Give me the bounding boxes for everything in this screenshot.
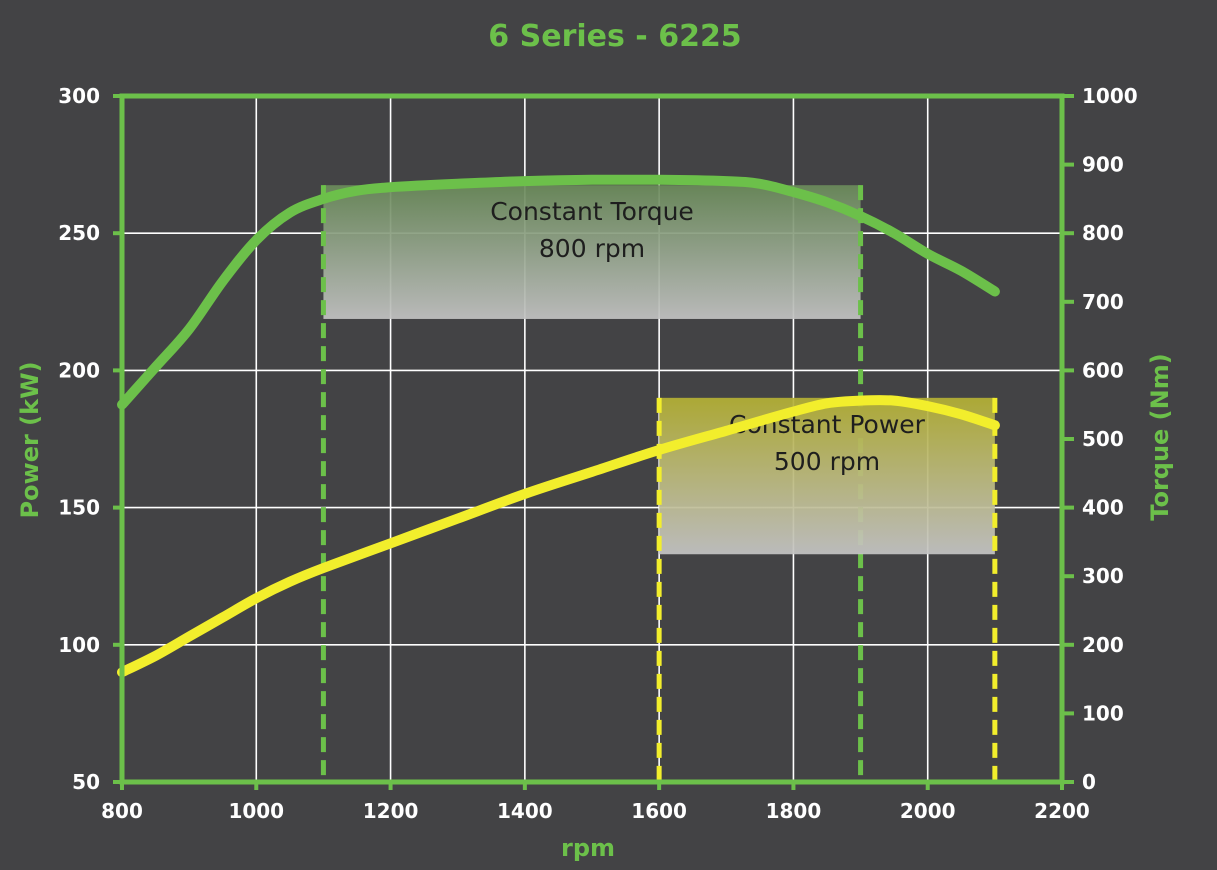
torque-line	[117, 174, 1000, 410]
left-tick-label: 50	[72, 770, 100, 794]
right-tick-label: 800	[1082, 221, 1124, 245]
right-tick-label: 200	[1082, 633, 1124, 657]
right-tick-label: 1000	[1082, 84, 1138, 108]
x-tick-label: 800	[101, 799, 143, 823]
x-tick-label: 1800	[766, 799, 822, 823]
right-tick-label: 0	[1082, 770, 1096, 794]
left-tick-label: 250	[58, 221, 100, 245]
y-axis-label-left: Power (kW)	[16, 361, 44, 518]
x-axis-label: rpm	[561, 834, 615, 862]
x-tick-label: 2000	[900, 799, 956, 823]
right-tick-label: 500	[1082, 427, 1124, 451]
chart-title: 6 Series - 6225	[488, 19, 741, 54]
right-tick-label: 300	[1082, 564, 1124, 588]
band-shade	[659, 397, 995, 555]
x-tick-label: 2200	[1034, 799, 1090, 823]
band-sublabel: 500 rpm	[774, 447, 880, 476]
left-ticks: 50 100 150 200 250 300	[58, 84, 122, 794]
left-tick-label: 200	[58, 358, 100, 382]
x-tick-label: 1200	[363, 799, 419, 823]
x-ticks: 800 1000 1200 1400 1600 1800 2000 2200	[101, 782, 1090, 823]
right-ticks: 0 100 200 300 400 500 600 700 800 900 1000	[1062, 84, 1138, 794]
right-tick-label: 900	[1082, 153, 1124, 177]
left-tick-label: 300	[58, 84, 100, 108]
power-line	[117, 395, 1000, 678]
left-tick-label: 100	[58, 633, 100, 657]
right-tick-label: 400	[1082, 496, 1124, 520]
x-tick-label: 1600	[631, 799, 687, 823]
x-tick-label: 1400	[497, 799, 553, 823]
series	[117, 174, 1000, 678]
right-tick-label: 700	[1082, 290, 1124, 314]
band-sublabel: 800 rpm	[539, 234, 645, 263]
right-tick-label: 600	[1082, 358, 1124, 382]
right-tick-label: 100	[1082, 701, 1124, 725]
left-tick-label: 150	[58, 496, 100, 520]
band-shade	[323, 185, 861, 319]
x-tick-label: 1000	[228, 799, 284, 823]
y-axis-label-right: Torque (Nm)	[1146, 353, 1174, 520]
band-label: Constant Torque	[490, 197, 694, 226]
